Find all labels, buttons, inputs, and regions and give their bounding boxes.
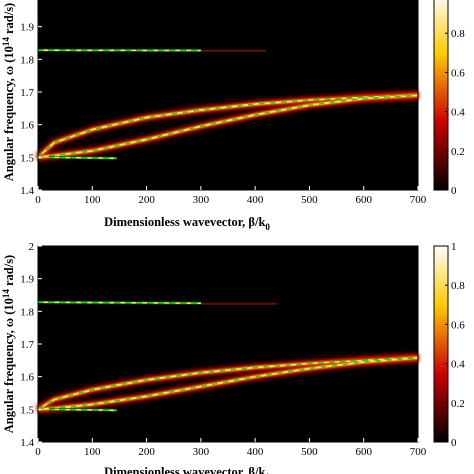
x-tick-label: 300 (193, 194, 210, 206)
y-tick-labels: 1.4 1.5 1.6 1.7 1.8 1.9 2 (20, 241, 42, 449)
x-tick-label: 700 (410, 446, 427, 458)
colorbar-tick-label: 0.8 (451, 280, 465, 292)
y-axis-label: Angular frequency, ω (1014 rad/s) (1, 3, 16, 181)
colorbar-tick-label: 0.4 (451, 107, 465, 119)
x-tick-label: 500 (301, 446, 318, 458)
y-tick-label: 1.6 (20, 372, 34, 384)
flat-curve-green (37, 301, 201, 304)
panel-label: (c) (44, 259, 58, 274)
y-tick-label: 1.4 (20, 437, 34, 449)
colorbar-tick-labels: 0 0.2 0.4 0.6 0.8 (445, 28, 465, 197)
colorbar-tick-label: 0.2 (451, 146, 465, 158)
dashed-curves (37, 300, 419, 412)
colorbar-tick-label: 0.2 (451, 398, 465, 410)
x-tick-label: 700 (410, 194, 427, 206)
plot-area (38, 246, 418, 442)
x-tick-label: 300 (193, 446, 210, 458)
colorbar (433, 245, 449, 443)
colorbar-tick-label: 0 (451, 185, 457, 197)
band-lower-fit-yellow (37, 357, 419, 410)
y-tick-label: 1.5 (20, 152, 34, 164)
y-tick-label: 2 (29, 241, 35, 253)
y-tick-label: 1.4 (20, 185, 34, 197)
y-tick-label: 1.9 (20, 274, 34, 286)
x-tick-label: 400 (247, 446, 264, 458)
x-axis-label: Dimensionless wavevector, β/k0 (104, 215, 270, 232)
x-tick-label: 600 (355, 194, 372, 206)
x-tick-label: 100 (84, 194, 101, 206)
x-tick-label: 200 (138, 446, 155, 458)
panel-label: (b) (44, 0, 60, 15)
colorbar-tick-label: 0 (451, 437, 457, 449)
dashed-curves (37, 48, 419, 160)
y-tick-labels: 1.4 1.5 1.6 1.7 1.8 1.9 (20, 22, 42, 197)
y-axis-label: Angular frequency, ω (1014 rad/s) (1, 255, 16, 433)
y-tick-label: 1.7 (20, 339, 34, 351)
x-tick-labels: 0 100 200 300 400 500 600 700 (35, 438, 427, 458)
x-tick-label: 400 (247, 194, 264, 206)
x-tick-labels: 0 100 200 300 400 500 600 700 (35, 186, 427, 206)
panel-b: 1.4 1.5 1.6 1.7 1.8 1.9 0 100 200 300 400 500 600 70… (1, 0, 465, 232)
colorbar-tick-label: 0.6 (451, 319, 465, 331)
y-tick-label: 1.8 (20, 306, 34, 318)
flat-curve-green (48, 156, 117, 160)
band-upper-fit-green (37, 94, 419, 158)
x-tick-label: 100 (84, 446, 101, 458)
band-upper-fit-yellow (37, 94, 419, 158)
x-tick-label: 200 (138, 194, 155, 206)
y-tick-label: 1.7 (20, 87, 34, 99)
x-tick-label: 600 (355, 446, 372, 458)
band-upper-fit-yellow (37, 357, 419, 410)
x-axis-label: Dimensionless wavevector, β/k0 (104, 465, 270, 474)
y-tick-label: 1.9 (20, 22, 34, 34)
colorbar-tick-label: 0.6 (451, 67, 465, 79)
colorbar (433, 0, 449, 191)
band-upper-fit-green (37, 357, 419, 410)
band-lower-fit-yellow (37, 94, 419, 158)
x-tick-label: 0 (35, 446, 41, 458)
y-tick-label: 1.5 (20, 404, 34, 416)
colorbar-tick-labels: 0 0.2 0.4 0.6 0.8 1 (445, 241, 465, 449)
colorbar-tick-label: 0.4 (451, 359, 465, 371)
colorbar-tick-label: 1 (451, 241, 457, 253)
flat-curve-green (48, 408, 117, 412)
colorbar-tick-label: 0.8 (451, 28, 465, 40)
panel-c: 1.4 1.5 1.6 1.7 1.8 1.9 2 0 100 200 300 400 500 600 7… (1, 241, 465, 474)
y-tick-label: 1.6 (20, 120, 34, 132)
band-lower-fit-green (37, 94, 419, 158)
band-lower-fit-green (37, 357, 419, 410)
x-tick-label: 0 (35, 194, 41, 206)
y-tick-label: 1.8 (20, 54, 34, 66)
x-tick-label: 500 (301, 194, 318, 206)
